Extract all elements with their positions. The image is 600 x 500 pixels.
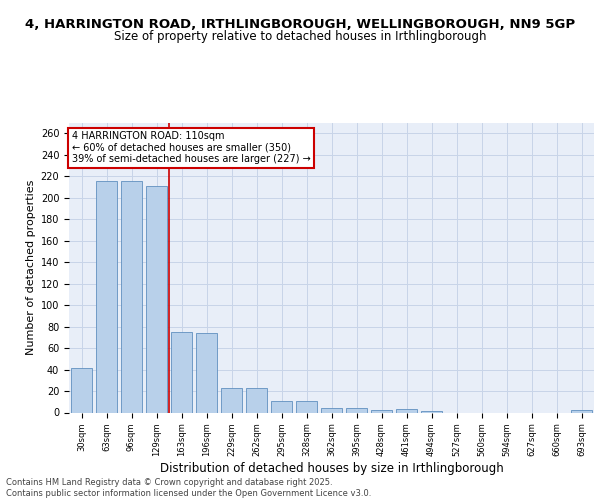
Bar (371, 410, 392, 412)
Text: Contains HM Land Registry data © Crown copyright and database right 2025.
Contai: Contains HM Land Registry data © Crown c… (6, 478, 371, 498)
Bar (246, 388, 267, 412)
Bar (296, 400, 317, 412)
Bar (171, 332, 192, 412)
Bar (146, 186, 167, 412)
Bar (321, 408, 342, 412)
Bar (221, 388, 242, 412)
Bar (271, 400, 292, 412)
Text: 4, HARRINGTON ROAD, IRTHLINGBOROUGH, WELLINGBOROUGH, NN9 5GP: 4, HARRINGTON ROAD, IRTHLINGBOROUGH, WEL… (25, 18, 575, 30)
Bar (121, 180, 142, 412)
Bar (571, 410, 592, 412)
Text: Size of property relative to detached houses in Irthlingborough: Size of property relative to detached ho… (114, 30, 486, 43)
Bar (96, 180, 117, 412)
Bar (346, 408, 367, 412)
Bar (196, 333, 217, 412)
Bar (71, 368, 92, 412)
Y-axis label: Number of detached properties: Number of detached properties (26, 180, 37, 355)
Text: 4 HARRINGTON ROAD: 110sqm
← 60% of detached houses are smaller (350)
39% of semi: 4 HARRINGTON ROAD: 110sqm ← 60% of detac… (71, 131, 310, 164)
X-axis label: Distribution of detached houses by size in Irthlingborough: Distribution of detached houses by size … (160, 462, 503, 474)
Bar (396, 410, 417, 412)
